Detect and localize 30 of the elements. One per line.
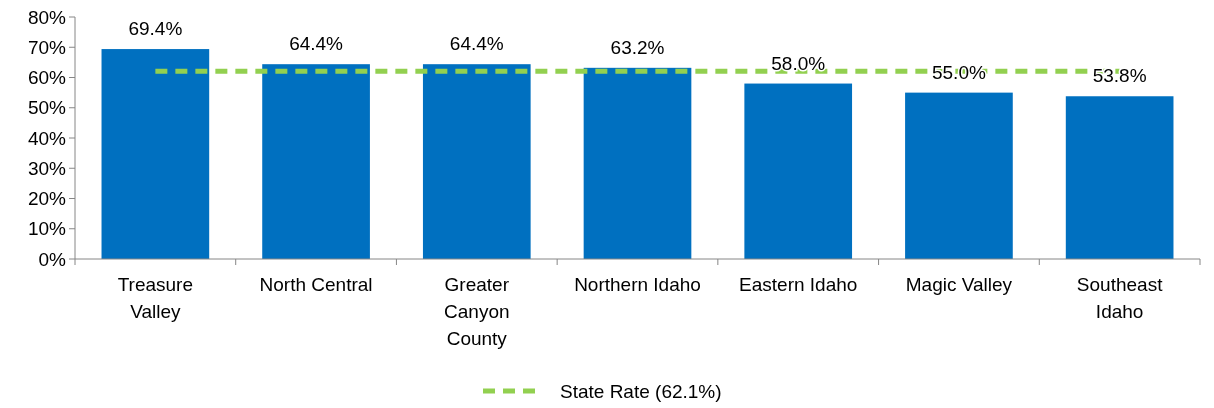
data-label: 58.0%	[771, 52, 826, 74]
x-tick-label: Southeast Idaho	[1076, 274, 1164, 322]
x-tick-label: North Central	[259, 274, 373, 295]
bar	[422, 64, 531, 259]
x-tick-label: Greater Canyon County	[444, 274, 510, 349]
y-tick-label: 40%	[27, 127, 67, 149]
y-tick-label: 50%	[27, 97, 67, 119]
y-tick-label: 0%	[38, 248, 67, 270]
y-tick-label: 10%	[27, 218, 67, 240]
y-tick-label: 30%	[27, 157, 67, 179]
x-tick-label: Northern Idaho	[574, 274, 701, 295]
bar	[262, 64, 370, 259]
y-tick-label: 80%	[27, 6, 67, 28]
data-label: 69.4%	[128, 18, 183, 40]
data-label: 53.8%	[1092, 65, 1147, 87]
legend-label: State Rate (62.1%)	[560, 380, 722, 402]
data-label: 64.4%	[449, 33, 504, 55]
bar	[905, 92, 1013, 259]
y-tick-label: 60%	[27, 67, 67, 89]
bar	[583, 67, 692, 259]
data-label: 63.2%	[610, 36, 665, 58]
x-tick-label: Eastern Idaho	[739, 274, 858, 295]
y-tick-label: 70%	[27, 36, 67, 58]
bar	[101, 49, 210, 259]
data-label: 64.4%	[289, 33, 344, 55]
x-tick-label: Magic Valley	[905, 274, 1013, 295]
x-tick-label: Treasure Valley	[117, 274, 194, 322]
y-tick-label: 20%	[27, 188, 67, 210]
bar	[1065, 96, 1174, 259]
bar	[744, 83, 853, 259]
